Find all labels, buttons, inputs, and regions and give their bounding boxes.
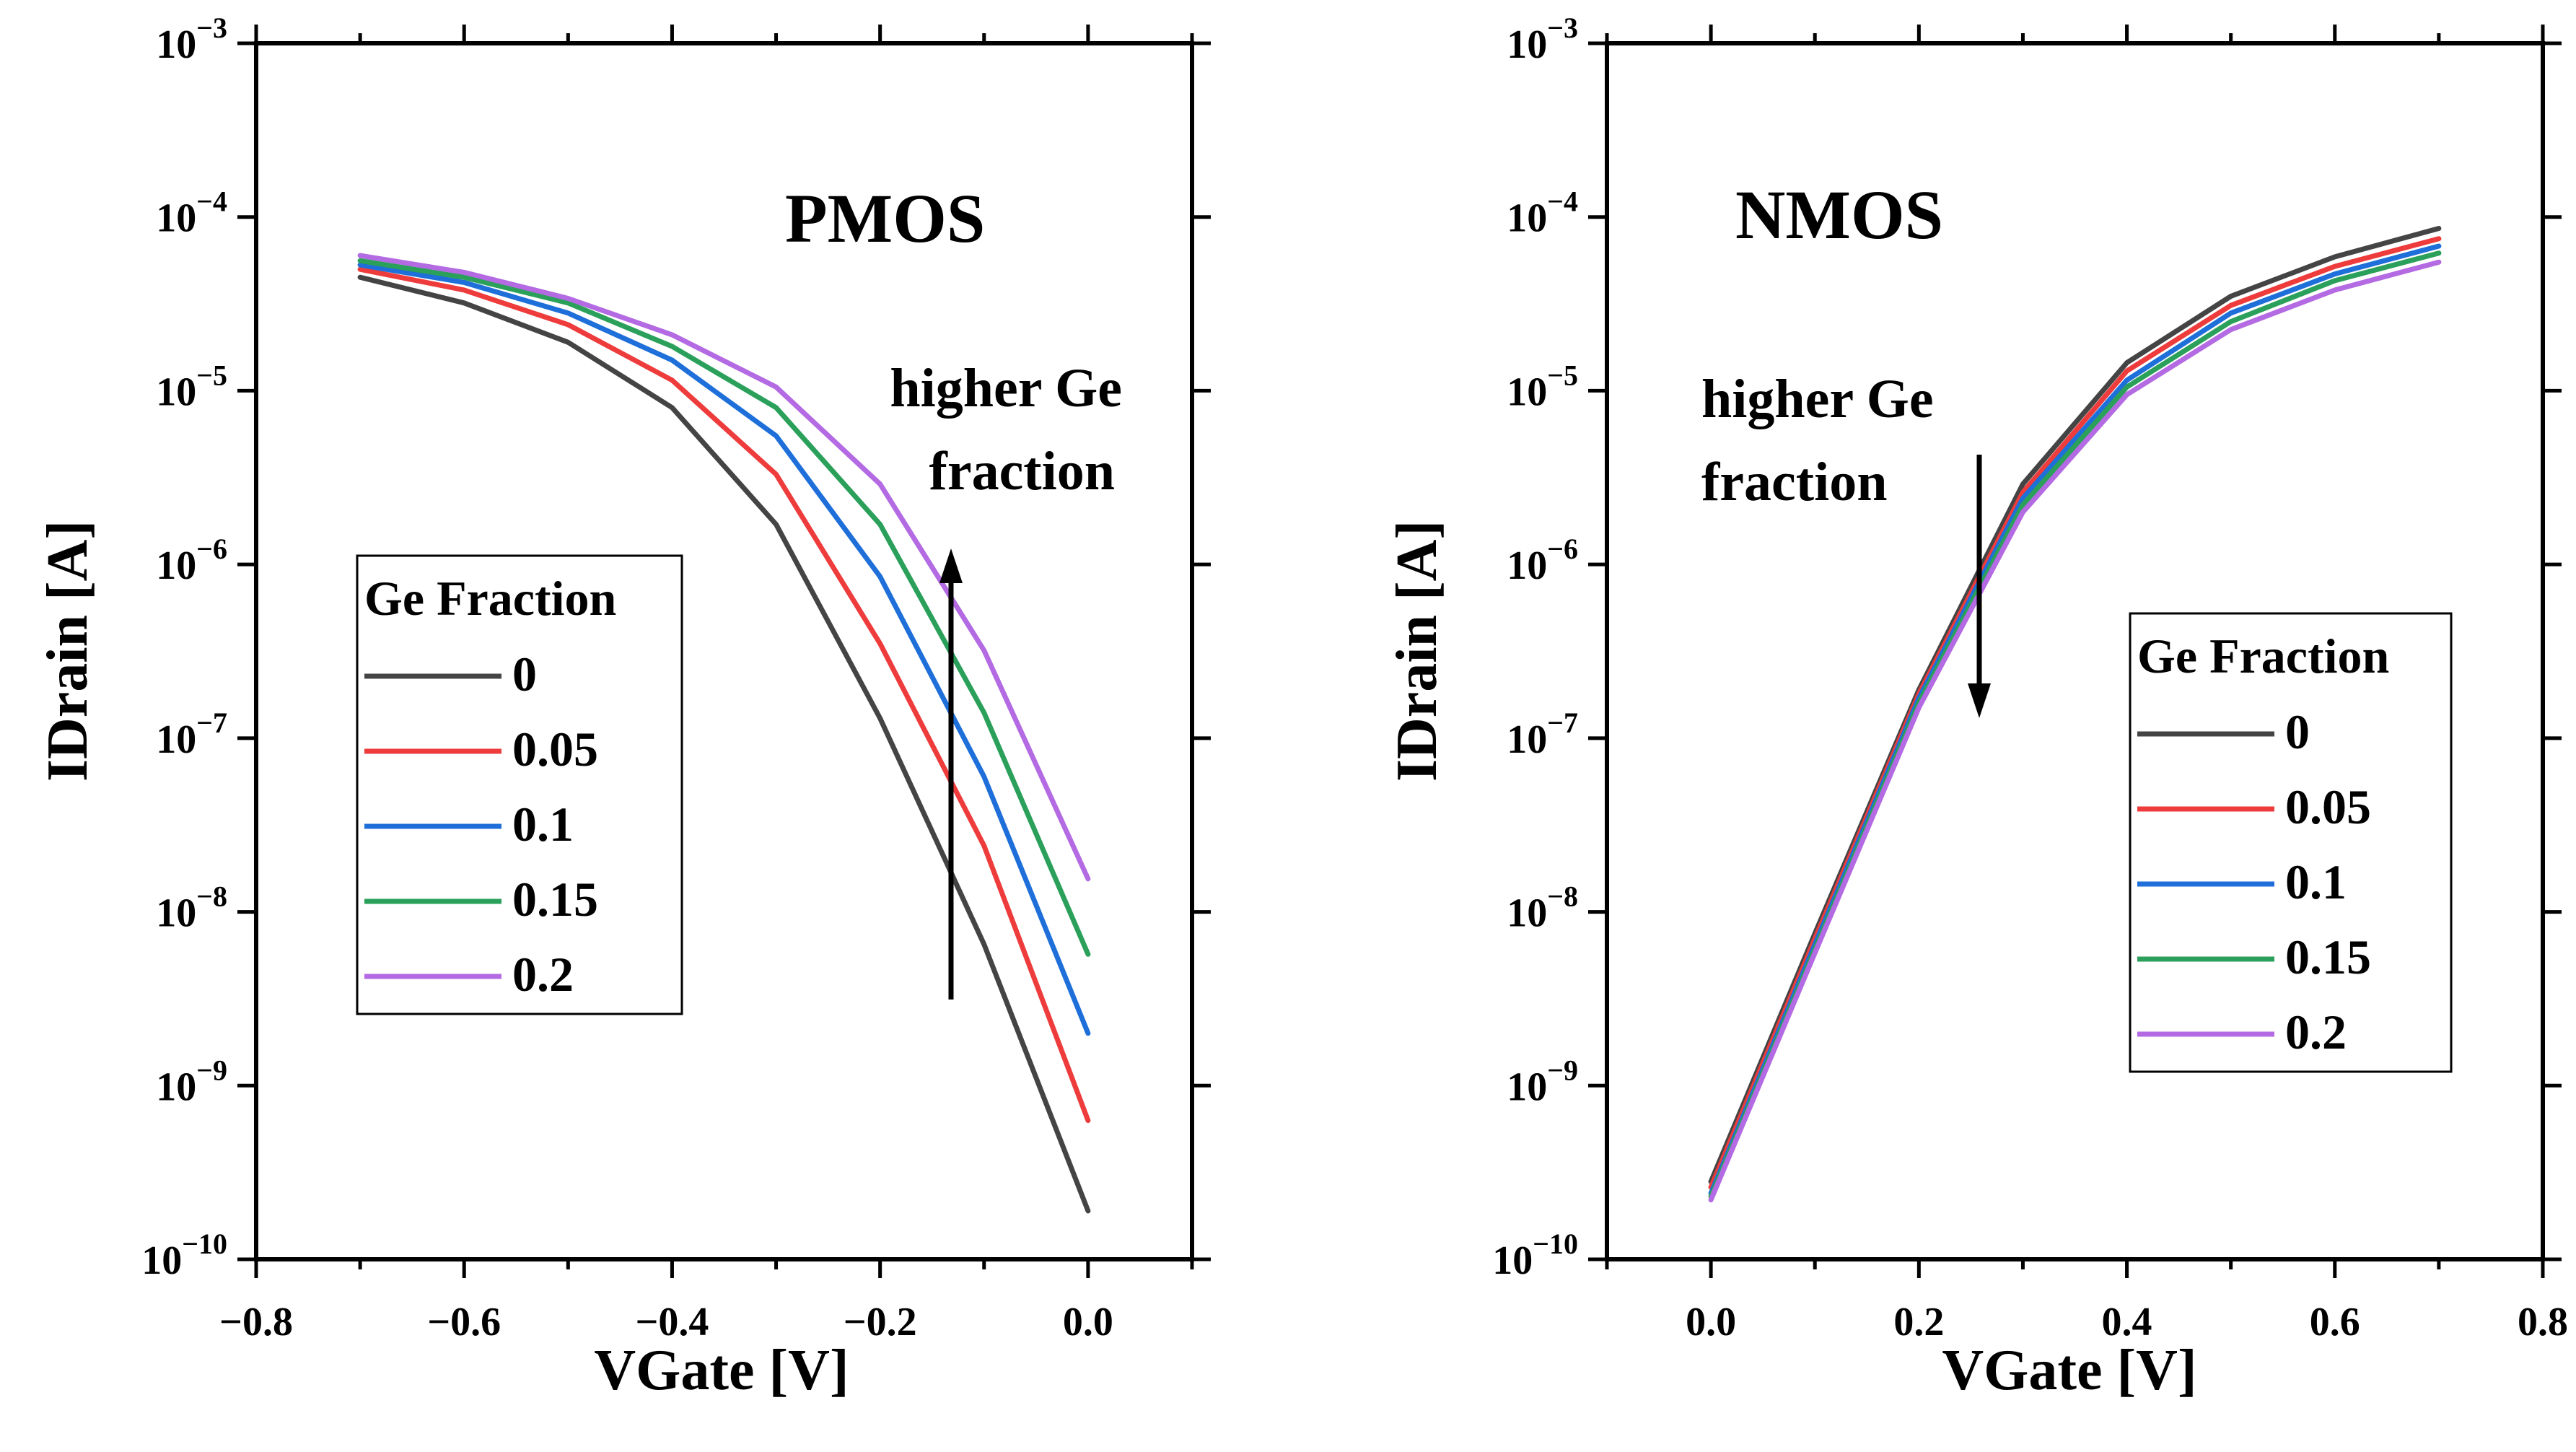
nmos-title: NMOS xyxy=(1735,176,1943,253)
nmos-x-tick-label: 0.8 xyxy=(2518,1300,2568,1344)
nmos-x-tick-label: 0.2 xyxy=(1893,1300,1944,1344)
pmos-y-tick-label: 10−9 xyxy=(156,1054,227,1109)
pmos-legend: Ge Fraction 0 0.05 0.1 0.15 0.2 xyxy=(356,554,683,1015)
legend-label-0.15: 0.15 xyxy=(512,872,598,927)
pmos-x-tick-label: −0.4 xyxy=(635,1300,709,1344)
nmos-y-tick-label: 10−9 xyxy=(1507,1054,1578,1109)
pmos-title: PMOS xyxy=(785,180,985,257)
nmos-y-axis-title: IDrain [A] xyxy=(1385,520,1449,782)
legend-label-0.15: 0.15 xyxy=(2285,930,2371,984)
pmos-series-line-0.2 xyxy=(357,253,1091,882)
nmos-annotation: higher Ge fraction xyxy=(1701,369,1991,718)
nmos-annotation-line-2: fraction xyxy=(1701,452,1887,512)
pmos-annotation-line-1: higher Ge xyxy=(890,358,1122,419)
nmos-y-tick-label: 10−10 xyxy=(1492,1228,1578,1283)
pmos-legend-title: Ge Fraction xyxy=(364,571,616,626)
pmos-series-line-0.15 xyxy=(357,258,1091,957)
nmos-legend-box xyxy=(2129,612,2453,1073)
nmos-plot-frame xyxy=(1605,41,2545,1261)
legend-label-0: 0 xyxy=(2285,704,2310,759)
pmos-x-axis: −0.8 −0.6 −0.4 −0.2 0.0 xyxy=(219,25,1194,1344)
pmos-chart: −0.8 −0.6 −0.4 −0.2 0.0 10−3 10−4 10−5 10−6 10−7… xyxy=(36,12,1211,1402)
pmos-series-line-0.1 xyxy=(357,262,1091,1036)
nmos-y-tick-label: 10−8 xyxy=(1507,880,1578,936)
nmos-y-tick-label: 10−3 xyxy=(1507,12,1578,67)
legend-label-0.1: 0.1 xyxy=(2285,854,2347,909)
nmos-series-line-0.2 xyxy=(1708,259,2442,1203)
pmos-x-tick-label: −0.2 xyxy=(844,1300,917,1344)
nmos-legend-title: Ge Fraction xyxy=(2137,629,2389,683)
nmos-x-tick-label: 0.6 xyxy=(2310,1300,2360,1344)
pmos-x-axis-title: VGate [V] xyxy=(594,1339,849,1402)
pmos-y-tick-label: 10−3 xyxy=(156,12,227,67)
nmos-x-axis: 0.0 0.2 0.4 0.6 0.8 xyxy=(1605,25,2568,1344)
pmos-y-axis: 10−3 10−4 10−5 10−6 10−7 10−8 10−9 10−10 xyxy=(141,12,1211,1283)
legend-label-0.2: 0.2 xyxy=(2285,1005,2347,1059)
pmos-y-tick-label: 10−6 xyxy=(156,533,227,588)
pmos-y-tick-label: 10−8 xyxy=(156,880,227,936)
legend-label-0.05: 0.05 xyxy=(2285,779,2371,834)
pmos-series-lines xyxy=(357,253,1091,1214)
nmos-y-axis: 10−3 10−4 10−5 10−6 10−7 10−8 10−9 10−10 xyxy=(1492,12,2562,1283)
nmos-y-tick-label: 10−5 xyxy=(1507,359,1578,414)
nmos-x-tick-label: 0.4 xyxy=(2102,1300,2152,1344)
pmos-annotation-line-2: fraction xyxy=(929,441,1115,502)
pmos-series-line-0.05 xyxy=(357,266,1091,1124)
pmos-y-tick-label: 10−7 xyxy=(156,707,227,762)
pmos-y-axis-title: IDrain [A] xyxy=(36,520,100,782)
nmos-arrowhead-icon xyxy=(1968,683,1991,718)
pmos-y-tick-label: 10−5 xyxy=(156,359,227,414)
pmos-annotation: higher Ge fraction xyxy=(890,358,1122,1000)
legend-label-0.1: 0.1 xyxy=(512,797,574,852)
pmos-y-tick-label: 10−4 xyxy=(156,185,227,241)
nmos-y-tick-label: 10−4 xyxy=(1507,185,1578,241)
pmos-plot-frame xyxy=(254,41,1194,1261)
nmos-legend: Ge Fraction 0 0.05 0.1 0.15 0.2 xyxy=(2129,612,2453,1073)
pmos-legend-box xyxy=(356,554,683,1015)
nmos-annotation-line-1: higher Ge xyxy=(1701,369,1934,429)
legend-label-0: 0 xyxy=(512,647,537,701)
nmos-chart: 0.0 0.2 0.4 0.6 0.8 10−3 10−4 10−5 10−6 10−7 10−8… xyxy=(1385,12,2568,1402)
pmos-x-tick-label: 0.0 xyxy=(1063,1300,1113,1344)
pmos-series-line-0 xyxy=(357,274,1091,1214)
nmos-y-tick-label: 10−7 xyxy=(1507,707,1578,762)
legend-label-0.05: 0.05 xyxy=(512,722,598,777)
pmos-arrowhead-icon xyxy=(939,548,963,583)
nmos-x-axis-title: VGate [V] xyxy=(1942,1339,2196,1402)
pmos-x-tick-label: −0.8 xyxy=(219,1300,293,1344)
pmos-x-tick-label: −0.6 xyxy=(427,1300,501,1344)
legend-label-0.2: 0.2 xyxy=(512,947,574,1002)
nmos-series-lines xyxy=(1708,226,2442,1203)
pmos-y-tick-label: 10−10 xyxy=(141,1228,227,1283)
nmos-y-tick-label: 10−6 xyxy=(1507,533,1578,588)
nmos-x-tick-label: 0.0 xyxy=(1686,1300,1736,1344)
